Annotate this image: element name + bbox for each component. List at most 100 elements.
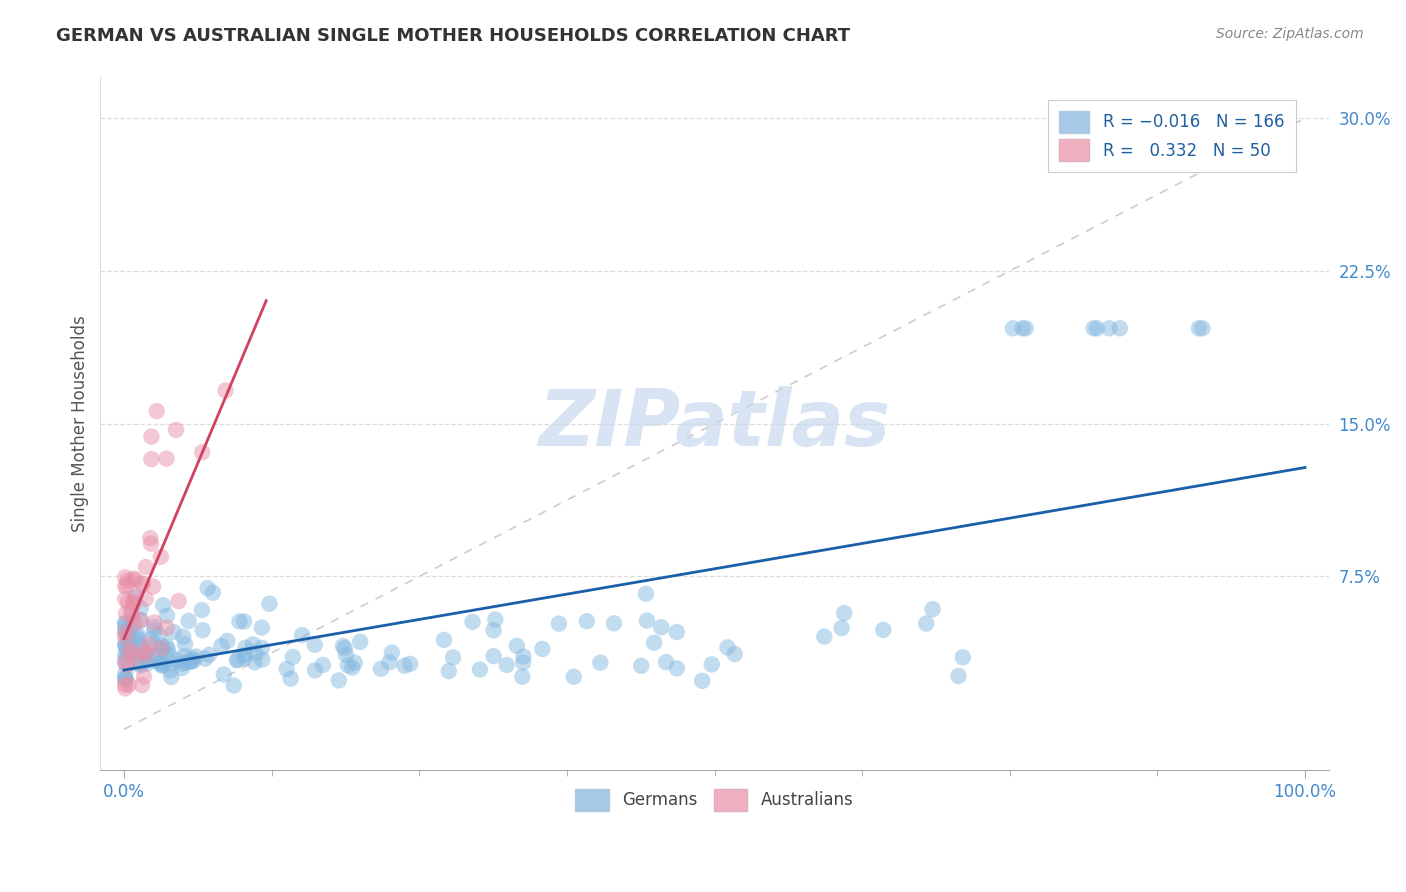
Point: [381, 646, 404, 660]
Point: [304, 664, 326, 678]
Point: [217, 634, 239, 648]
Point: [700, 657, 723, 672]
Point: [184, 649, 207, 664]
Point: [512, 649, 534, 664]
Point: [138, 638, 160, 652]
Point: [166, 653, 188, 667]
Point: [141, 429, 163, 443]
Point: [181, 651, 204, 665]
Point: [174, 637, 197, 651]
Point: [114, 639, 136, 653]
Point: [150, 639, 173, 653]
Point: [117, 658, 139, 673]
Point: [643, 636, 665, 650]
Point: [575, 614, 598, 628]
Point: [813, 630, 835, 644]
Point: [114, 656, 136, 670]
Point: [650, 620, 672, 634]
Point: [129, 613, 152, 627]
Point: [156, 608, 179, 623]
Point: [872, 623, 894, 637]
Point: [370, 662, 392, 676]
Point: [1083, 321, 1105, 335]
Point: [114, 625, 136, 640]
Point: [1014, 321, 1036, 335]
Point: [114, 592, 136, 607]
Point: [152, 657, 174, 672]
Point: [121, 633, 143, 648]
Point: [149, 655, 172, 669]
Point: [191, 603, 214, 617]
Point: [211, 639, 233, 653]
Point: [242, 637, 264, 651]
Point: [174, 656, 197, 670]
Point: [114, 648, 136, 663]
Point: [461, 615, 484, 629]
Point: [132, 670, 155, 684]
Point: [259, 597, 281, 611]
Text: Source: ZipAtlas.com: Source: ZipAtlas.com: [1216, 27, 1364, 41]
Legend: Germans, Australians: Germans, Australians: [562, 776, 868, 824]
Point: [250, 621, 273, 635]
Point: [630, 658, 652, 673]
Point: [118, 624, 141, 638]
Point: [394, 658, 416, 673]
Point: [124, 647, 146, 661]
Point: [114, 616, 136, 631]
Point: [129, 658, 152, 673]
Point: [131, 678, 153, 692]
Point: [143, 615, 166, 630]
Point: [291, 628, 314, 642]
Point: [146, 648, 169, 662]
Point: [129, 613, 152, 627]
Point: [131, 577, 153, 591]
Point: [139, 632, 162, 647]
Point: [191, 445, 214, 459]
Point: [114, 673, 136, 687]
Point: [250, 640, 273, 655]
Point: [716, 640, 738, 655]
Point: [120, 643, 142, 657]
Point: [124, 616, 146, 631]
Point: [156, 642, 179, 657]
Point: [143, 624, 166, 638]
Point: [468, 663, 491, 677]
Point: [233, 615, 256, 629]
Point: [724, 647, 747, 661]
Point: [335, 648, 357, 662]
Point: [634, 587, 657, 601]
Point: [1098, 321, 1121, 335]
Point: [124, 590, 146, 604]
Point: [506, 639, 529, 653]
Point: [222, 679, 245, 693]
Point: [125, 650, 148, 665]
Point: [121, 608, 143, 623]
Point: [124, 628, 146, 642]
Point: [146, 653, 169, 667]
Point: [495, 658, 517, 673]
Point: [484, 613, 506, 627]
Y-axis label: Single Mother Households: Single Mother Households: [72, 316, 89, 533]
Point: [156, 621, 179, 635]
Point: [159, 664, 181, 678]
Point: [136, 657, 159, 671]
Point: [531, 641, 554, 656]
Point: [135, 591, 157, 606]
Point: [114, 579, 136, 593]
Point: [115, 579, 138, 593]
Point: [143, 638, 166, 652]
Point: [121, 647, 143, 661]
Point: [233, 648, 256, 662]
Point: [155, 640, 177, 654]
Point: [512, 670, 534, 684]
Point: [124, 645, 146, 659]
Point: [114, 631, 136, 645]
Point: [122, 597, 145, 611]
Point: [915, 616, 938, 631]
Point: [115, 640, 138, 654]
Point: [152, 599, 174, 613]
Point: [159, 657, 181, 671]
Point: [243, 655, 266, 669]
Point: [280, 672, 302, 686]
Point: [127, 638, 149, 652]
